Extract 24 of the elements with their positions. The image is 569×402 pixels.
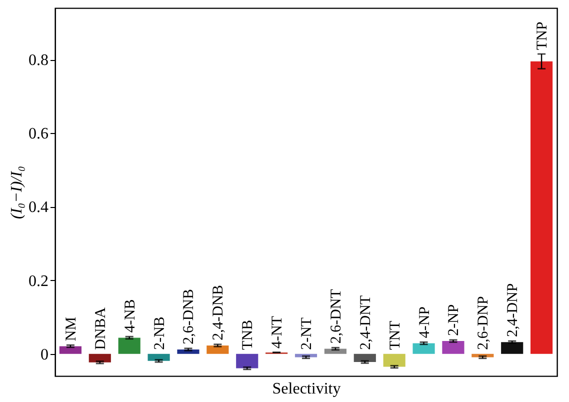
y-tick-label: 0 [40,346,48,364]
y-tick-label: 0.8 [28,52,48,70]
x-tick-label: 2-NB [152,316,168,350]
x-tick-label: 4-NB [122,299,138,333]
x-tick-label: 2,6-DNB [181,288,198,344]
x-tick-label: TNT [387,320,404,350]
x-tick-label: 2,4-DNP [505,283,522,338]
y-tick-label: 0.2 [28,272,48,290]
x-tick-label: 2,6-DNT [328,289,344,344]
x-tick-label: TNP [534,22,551,50]
x-tick-label: 2,6-DNP [476,296,492,350]
x-tick-label: TNB [240,320,256,350]
y-tick-label: 0.4 [28,199,48,216]
x-tick-label: 4-NT [270,316,286,348]
x-tick-label: NM [63,316,80,342]
x-tick-label: 2-NP [446,304,462,336]
x-tick-label: 2,4-DNB [210,284,227,340]
x-tick-label: DNBA [92,307,109,350]
y-axis-title: (I₀−I)/I₀ [8,166,26,220]
y-tick-label: 0.6 [28,126,48,143]
x-tick-label: 2-NT [299,317,315,350]
x-tick-label: 4-NP [416,306,433,338]
x-tick-label: 2,4-DNT [358,295,374,350]
x-axis-title: Selectivity [272,380,341,398]
